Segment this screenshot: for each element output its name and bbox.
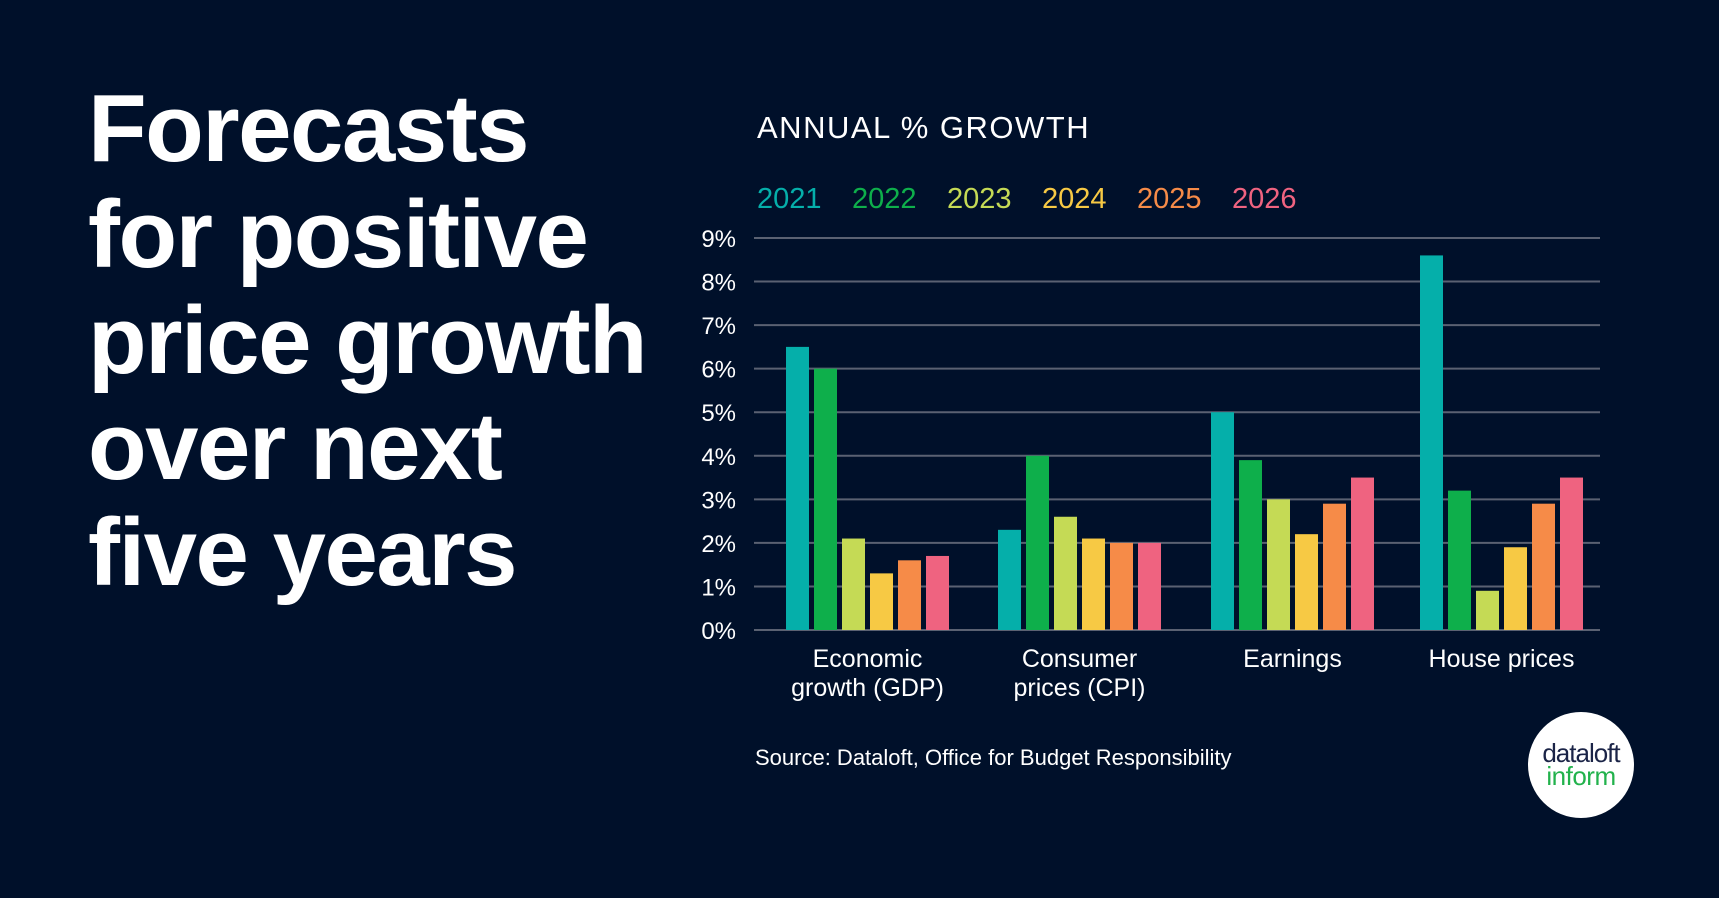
y-tick-label: 2% <box>701 531 736 558</box>
bars <box>786 255 1583 630</box>
bar-2022 <box>1026 455 1049 630</box>
chart-title: ANNUAL % GROWTH <box>757 110 1090 145</box>
legend-item-2022: 2022 <box>852 183 917 215</box>
x-category-label: Earnings <box>1243 645 1342 673</box>
x-category-label: growth (GDP) <box>791 674 944 702</box>
x-category-label: Consumer <box>1022 645 1137 673</box>
bar-2021 <box>786 346 809 630</box>
y-tick-label: 3% <box>701 487 736 514</box>
bar-2024 <box>1504 547 1527 630</box>
y-tick-label: 9% <box>701 226 736 253</box>
x-category-label: prices (CPI) <box>1014 674 1146 702</box>
bar-2026 <box>1351 477 1374 630</box>
bar-2021 <box>998 529 1021 630</box>
legend-item-2024: 2024 <box>1042 183 1107 215</box>
bar-2025 <box>898 560 921 630</box>
bar-2023 <box>1476 590 1499 630</box>
headline-line: Forecasts <box>88 75 530 182</box>
legend-item-2025: 2025 <box>1137 183 1202 215</box>
bar-2024 <box>1295 534 1318 630</box>
bar-2022 <box>1448 490 1471 630</box>
x-category-label: House prices <box>1429 645 1575 673</box>
bar-2021 <box>1211 412 1234 630</box>
bar-2023 <box>1267 499 1290 630</box>
legend: 2021 2022 2023 2024 2025 2026 <box>757 183 1297 215</box>
bar-2024 <box>870 573 893 630</box>
bar-2022 <box>1239 460 1262 630</box>
headline: Forecasts for positive price growth over… <box>88 76 728 606</box>
y-tick-label: 6% <box>701 357 736 384</box>
source-note: Source: Dataloft, Office for Budget Resp… <box>755 745 1232 770</box>
bar-2026 <box>1560 477 1583 630</box>
x-category-label: Economic <box>813 645 923 673</box>
y-tick-label: 5% <box>701 400 736 427</box>
legend-item-2023: 2023 <box>947 183 1012 215</box>
gridlines <box>754 237 1600 631</box>
dataloft-inform-logo: dataloft inform <box>1528 712 1634 818</box>
bar-2025 <box>1532 503 1555 630</box>
legend-item-2021: 2021 <box>757 183 822 215</box>
headline-line: price growth <box>88 287 648 394</box>
logo-text-dataloft: dataloft <box>1542 738 1620 768</box>
y-tick-label: 7% <box>701 313 736 340</box>
logo-text-inform: inform <box>1546 761 1616 791</box>
y-tick-label: 0% <box>701 618 736 645</box>
y-tick-label: 4% <box>701 444 736 471</box>
y-axis-ticks: 0% 1% 2% 3% 4% 5% 6% 7% 8% 9% <box>701 226 736 645</box>
bar-2025 <box>1110 542 1133 630</box>
headline-line: for positive <box>88 181 589 288</box>
bar-2026 <box>1138 542 1161 630</box>
legend-item-2026: 2026 <box>1232 183 1297 215</box>
bar-2024 <box>1082 538 1105 630</box>
bar-2021 <box>1420 255 1443 630</box>
bar-2022 <box>814 368 837 630</box>
headline-line: over next <box>88 393 503 500</box>
y-tick-label: 1% <box>701 574 736 601</box>
bar-2023 <box>1054 516 1077 630</box>
y-tick-label: 8% <box>701 270 736 297</box>
headline-line: five years <box>88 499 518 606</box>
bar-2026 <box>926 555 949 630</box>
bar-2025 <box>1323 503 1346 630</box>
bar-2023 <box>842 538 865 630</box>
